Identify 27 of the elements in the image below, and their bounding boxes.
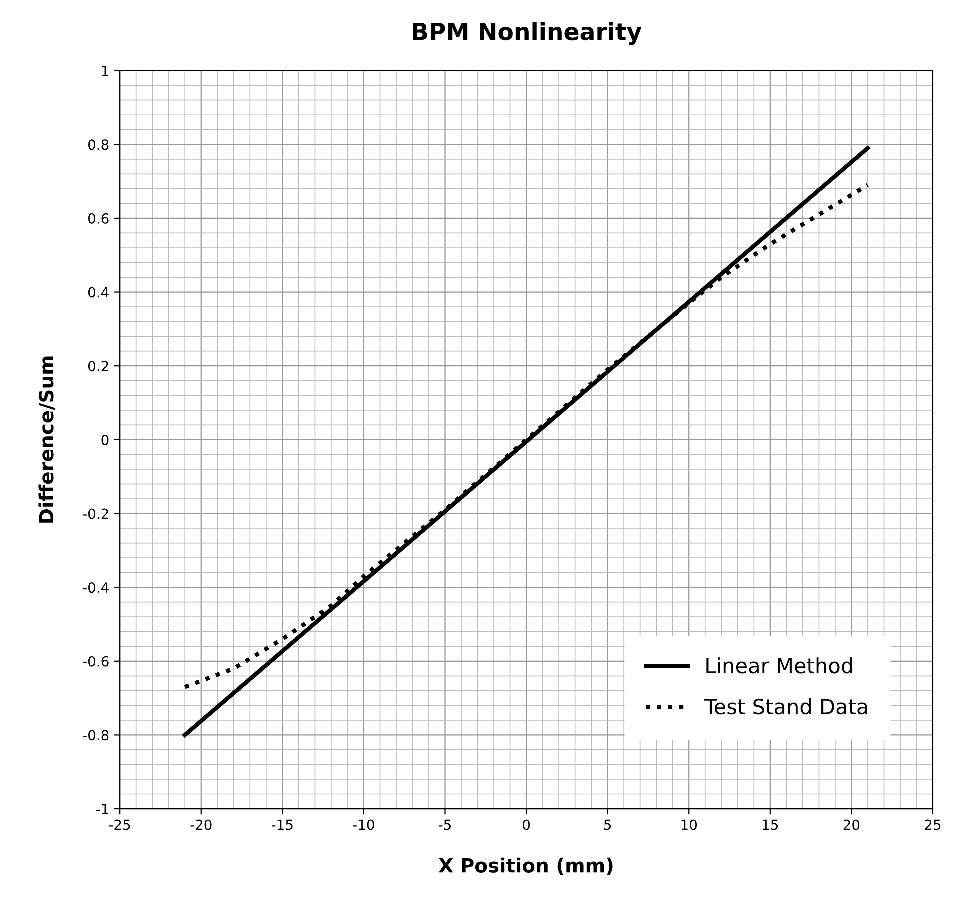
y-tick-label: 0.8 <box>88 140 109 150</box>
legend-label: Linear Method <box>706 658 852 674</box>
y-tick-label: 1 <box>102 66 108 76</box>
x-tick-label: 20 <box>844 820 860 830</box>
y-axis-title: Difference/Sum <box>38 356 56 523</box>
legend-label: Test Stand Data <box>704 698 868 715</box>
x-tick-label: -5 <box>438 820 451 830</box>
y-tick-label: 0.4 <box>88 287 109 298</box>
y-tick-label: 0 <box>102 434 109 446</box>
x-tick-label: 25 <box>925 820 941 830</box>
y-tick-label: -0.6 <box>83 656 109 667</box>
x-tick-label: 5 <box>604 820 612 830</box>
y-tick-label: 0.6 <box>88 213 109 224</box>
x-tick-label: 0 <box>523 820 530 830</box>
x-tick-label: 15 <box>763 820 778 830</box>
x-tick-label: -15 <box>272 820 293 830</box>
chart-title: BPM Nonlinearity <box>413 22 642 46</box>
y-tick-label: -0.4 <box>83 582 109 594</box>
x-tick-label: -25 <box>109 820 130 830</box>
y-tick-label: -0.8 <box>83 730 109 741</box>
y-tick-label: -0.2 <box>83 508 108 520</box>
x-tick-label: 10 <box>682 820 698 830</box>
y-tick-label: -1 <box>96 804 108 814</box>
x-axis-title: X Position (mm) <box>438 858 613 876</box>
x-tick-label: -20 <box>190 820 212 830</box>
y-tick-label: 0.2 <box>88 361 108 372</box>
x-tick-label: -10 <box>353 820 374 830</box>
